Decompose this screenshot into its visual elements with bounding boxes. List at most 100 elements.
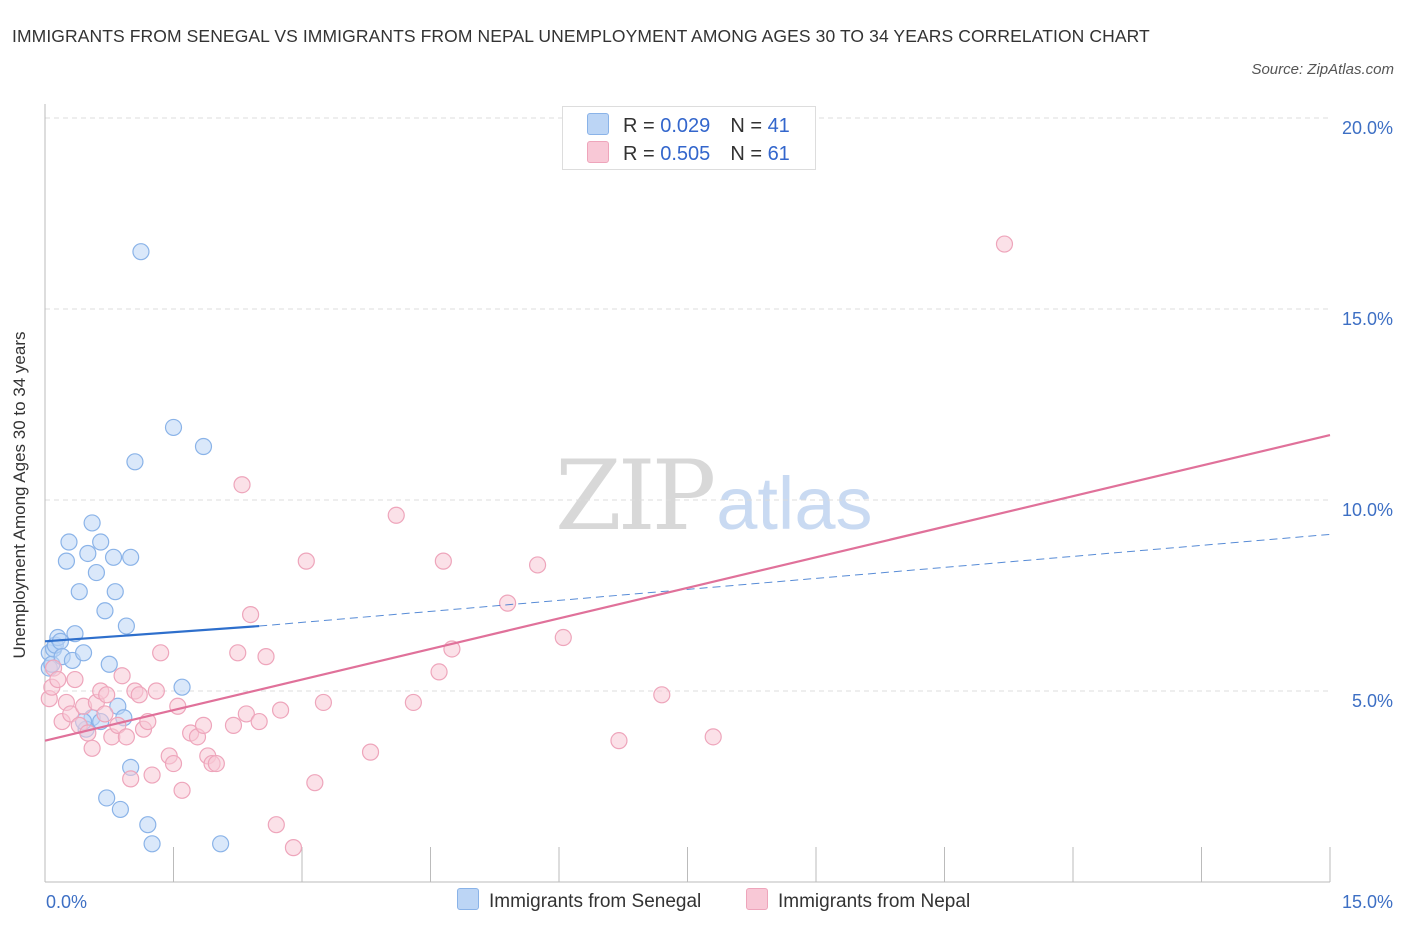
senegal-point-19 (100, 655, 118, 673)
senegal-point-16 (87, 563, 106, 582)
nepal-point-18 (113, 667, 131, 685)
nepal-r-label: R = (623, 143, 661, 165)
nepal-point-41 (237, 705, 255, 723)
legend-nepal-swatch (746, 888, 768, 910)
legend-senegal-swatch (457, 888, 479, 910)
nepal-point-62 (704, 728, 722, 746)
grid-lines (45, 117, 1330, 692)
y-tick-label-20: 20.0% (1342, 118, 1393, 138)
senegal-point-29 (173, 678, 191, 696)
nepal-point-7 (66, 670, 84, 689)
nepal-point-50 (314, 693, 333, 712)
senegal-point-20 (104, 548, 123, 566)
nepal-point-44 (257, 648, 275, 666)
senegal-r-label: R = (623, 115, 661, 137)
nepal-r-value: 0.505 (660, 143, 711, 165)
legend-senegal-label: Immigrants from Senegal (489, 891, 702, 912)
nepal-point-15 (98, 686, 116, 704)
senegal-point-37 (111, 800, 129, 819)
senegal-n-label: N = (730, 115, 768, 137)
nepal-point-14 (96, 705, 114, 723)
nepal-point-57 (499, 594, 517, 612)
nepal-point-58 (528, 556, 547, 574)
nepal-point-3 (49, 670, 67, 689)
nepal-point-29 (164, 754, 183, 773)
senegal-point-39 (143, 835, 161, 853)
nepal-point-46 (271, 701, 290, 719)
nepal-point-20 (122, 770, 140, 788)
senegal-point-36 (98, 789, 116, 807)
nepal-point-48 (297, 552, 315, 570)
legend-item-senegal[interactable]: Immigrants from Senegal (457, 888, 701, 913)
senegal-point-38 (139, 816, 157, 834)
y-tick-label-10: 10.0% (1342, 500, 1393, 520)
senegal-point-15 (83, 514, 101, 532)
nepal-point-39 (229, 644, 247, 662)
nepal-point-37 (207, 754, 225, 773)
y-tick-label-5: 5.0% (1352, 691, 1393, 711)
nepal-point-19 (117, 728, 135, 746)
watermark-zip: ZIP (555, 440, 716, 552)
nepal-point-54 (434, 552, 452, 570)
nepal-point-6 (62, 705, 80, 723)
nepal-point-52 (387, 506, 405, 524)
nepal-point-38 (224, 716, 243, 734)
nepal-point-61 (653, 686, 671, 704)
nepal-swatch (587, 141, 609, 163)
senegal-point-23 (117, 617, 135, 635)
nepal-point-63 (995, 235, 1014, 253)
source-label: Source: ZipAtlas.com (1251, 61, 1394, 78)
x-tick-label-min: 0.0% (46, 892, 87, 912)
nepal-n-label: N = (730, 143, 768, 165)
nepal-point-60 (610, 732, 628, 750)
nepal-point-51 (361, 743, 380, 761)
senegal-point-24 (122, 548, 140, 566)
senegal-point-26 (132, 243, 150, 261)
nepal-point-26 (147, 682, 165, 700)
senegal-point-40 (212, 835, 230, 853)
senegal-point-27 (164, 418, 183, 437)
nepal-point-59 (554, 628, 572, 647)
senegal-trend-line (44, 624, 260, 643)
senegal-point-28 (194, 437, 213, 456)
senegal-point-18 (96, 602, 114, 620)
senegal-point-9 (60, 533, 78, 551)
senegal-n-value: 41 (767, 115, 790, 137)
nepal-point-11 (83, 739, 101, 757)
nepal-point-10 (79, 724, 97, 742)
senegal-points (40, 243, 230, 853)
legend-item-nepal[interactable]: Immigrants from Nepal (746, 888, 970, 913)
axes (44, 104, 1331, 883)
senegal-swatch (587, 113, 609, 135)
nepal-point-25 (143, 766, 161, 784)
senegal-point-17 (92, 533, 110, 551)
senegal-trend-dashed (259, 533, 1331, 627)
nepal-point-45 (267, 816, 285, 834)
y-axis-label: Unemployment Among Ages 30 to 34 years (10, 331, 29, 659)
senegal-point-11 (66, 625, 84, 643)
senegal-point-21 (106, 583, 124, 601)
nepal-point-31 (173, 781, 191, 799)
x-tick-label-max: 15.0% (1342, 892, 1393, 912)
nepal-point-42 (242, 605, 260, 624)
legend-row-senegal: R = 0.029 N = 41 (587, 113, 790, 139)
nepal-trend-line (44, 433, 1331, 742)
nepal-point-43 (250, 712, 268, 731)
correlation-legend: R = 0.029 N = 41 R = 0.505 N = 61 (562, 106, 816, 170)
nepal-point-53 (404, 693, 422, 712)
chart-title: IMMIGRANTS FROM SENEGAL VS IMMIGRANTS FR… (12, 26, 1150, 46)
nepal-point-49 (306, 774, 324, 792)
legend-nepal-label: Immigrants from Nepal (778, 891, 971, 912)
senegal-point-14 (79, 544, 97, 563)
senegal-r-value: 0.029 (660, 115, 711, 137)
nepal-point-27 (152, 644, 170, 662)
nepal-point-55 (430, 663, 448, 681)
nepal-point-22 (130, 686, 148, 704)
y-tick-label-15: 15.0% (1342, 309, 1393, 329)
watermark-atlas: atlas (716, 462, 873, 545)
nepal-n-value: 61 (767, 143, 790, 165)
senegal-point-25 (126, 453, 144, 471)
nepal-point-34 (194, 716, 213, 734)
senegal-point-13 (74, 644, 93, 662)
